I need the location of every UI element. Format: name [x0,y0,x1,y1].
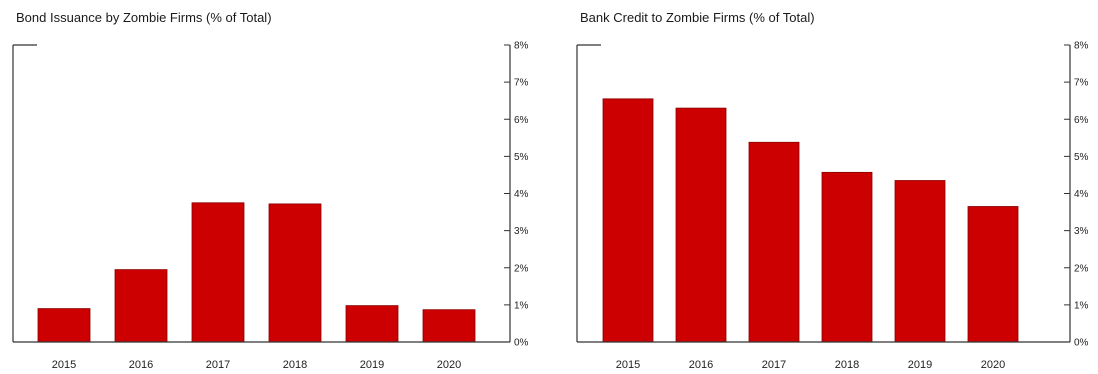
bond-issuance-plot: 0% 1% 2% 3% 4% 5% 6% 7% 8% 2015 2016 2017 2018 2019 20… [12,41,529,371]
y-tick-label: 1% [514,300,529,311]
x-tick-label: 2016 [129,359,153,371]
y-tick-label: 6% [514,115,529,126]
bar-2019 [894,180,946,343]
x-tick-label: 2020 [437,359,461,371]
y-tick-label: 0% [1074,338,1089,349]
y-tick-label: 2% [514,263,529,274]
y-tick-label: 3% [514,226,529,237]
bar-2020 [422,309,476,343]
y-tick-label: 7% [514,78,529,89]
x-tick-label: 2017 [206,359,230,371]
x-tick-label: 2019 [908,359,932,371]
x-tick-label: 2016 [689,359,713,371]
y-tick-label: 6% [1074,115,1089,126]
x-tick-label: 2020 [981,359,1005,371]
x-tick-label: 2018 [835,359,859,371]
chart-title: Bank Credit to Zombie Firms (% of Total) [580,10,815,25]
bar-2019 [345,305,399,343]
x-tick-label: 2017 [762,359,786,371]
bar-2017 [191,202,245,343]
y-tick-label: 4% [1074,189,1089,200]
bank-credit-chart: Bank Credit to Zombie Firms (% of Total)… [560,0,1098,374]
y-tick-label: 1% [1074,300,1089,311]
bar-2016 [675,107,727,343]
y-tick-label: 5% [514,152,529,163]
y-tick-label: 5% [1074,152,1089,163]
bar-2017 [748,141,800,343]
bar-2020 [967,206,1019,343]
bar-2015 [37,308,91,343]
y-tick-label: 3% [1074,226,1089,237]
y-tick-label: 8% [1074,41,1089,52]
x-tick-label: 2015 [616,359,640,371]
y-tick-label: 7% [1074,78,1089,89]
bank-credit-plot: 0% 1% 2% 3% 4% 5% 6% 7% 8% 2015 2016 2017 2018 2019 20… [576,41,1089,371]
bond-issuance-chart: Bond Issuance by Zombie Firms (% of Tota… [12,10,529,371]
y-tick-label: 4% [514,189,529,200]
y-tick-label: 0% [514,338,529,349]
chart-title: Bond Issuance by Zombie Firms (% of Tota… [16,10,272,25]
x-tick-label: 2015 [52,359,76,371]
bar-2018 [268,203,322,343]
bar-2015 [602,98,654,343]
bar-2016 [114,269,168,343]
y-tick-label: 2% [1074,263,1089,274]
x-tick-label: 2019 [360,359,384,371]
bar-2018 [821,171,873,343]
y-tick-label: 8% [514,41,529,52]
x-tick-label: 2018 [283,359,307,371]
